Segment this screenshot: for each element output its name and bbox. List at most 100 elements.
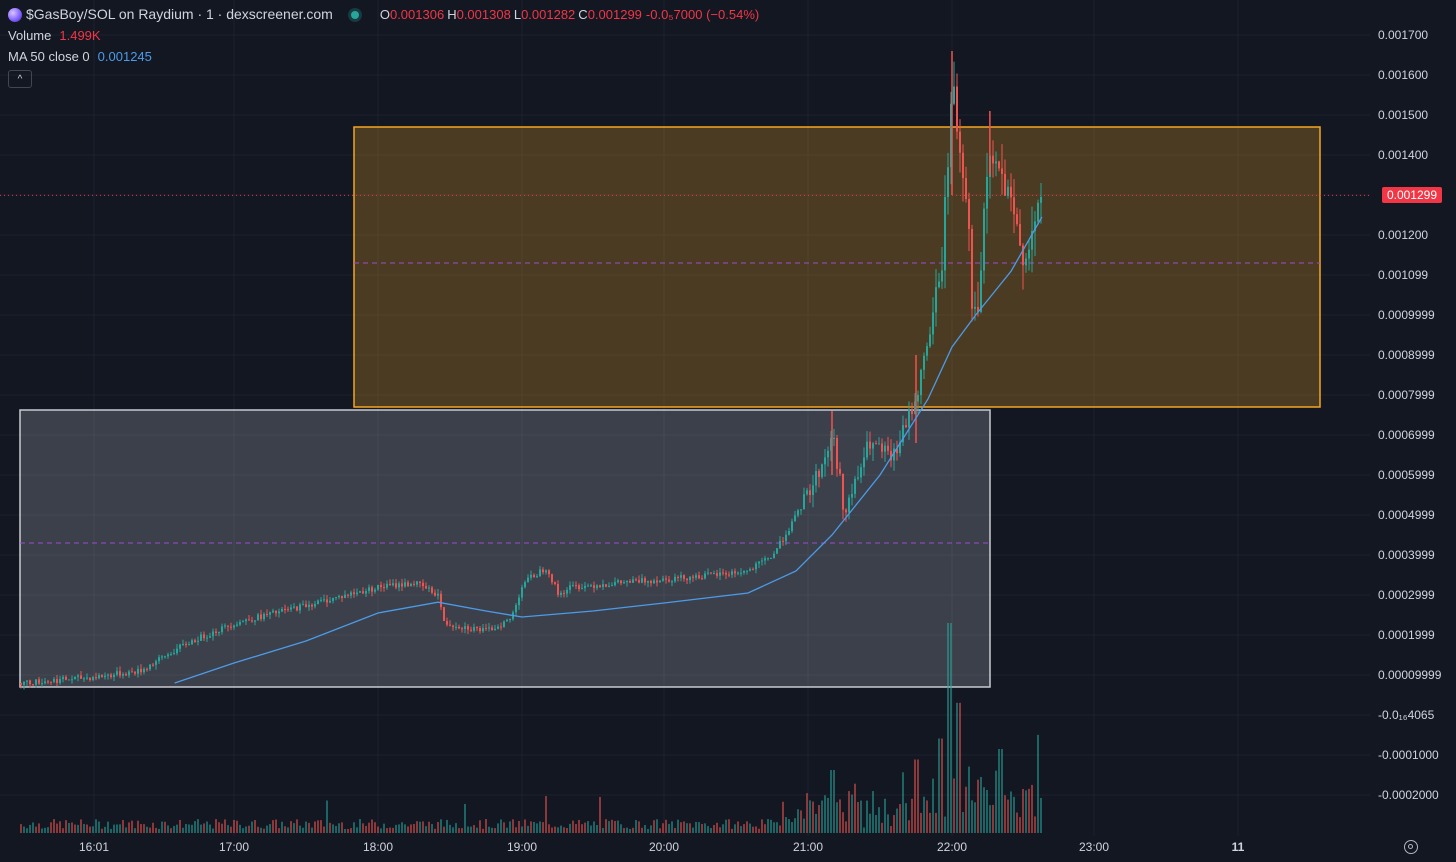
candle-body <box>257 614 259 621</box>
settings-icon[interactable] <box>1404 840 1418 854</box>
candle-body <box>593 585 595 588</box>
candle-body <box>1034 221 1036 232</box>
volume-bar <box>863 827 865 833</box>
volume-bar <box>734 824 736 833</box>
candle-body <box>797 510 799 516</box>
volume-bar <box>266 825 268 833</box>
volume-bar <box>344 828 346 833</box>
volume-bar <box>719 827 721 833</box>
volume-bar <box>872 791 874 833</box>
candle-body <box>473 627 475 631</box>
candle-body <box>341 595 343 599</box>
candle-body <box>494 628 496 631</box>
volume-bar <box>716 822 718 833</box>
ohlc-close-label: C <box>578 7 588 22</box>
candle-body <box>857 477 859 479</box>
volume-bar <box>506 827 508 833</box>
volume-bar <box>479 820 481 833</box>
volume-bar <box>755 826 757 833</box>
candle-body <box>635 579 637 581</box>
volume-bar <box>413 824 415 833</box>
candle-body <box>71 679 73 681</box>
candle-body <box>389 583 391 586</box>
volume-bar <box>1025 790 1027 833</box>
candle-body <box>134 671 136 674</box>
volume-label: Volume <box>8 28 52 43</box>
candle-body <box>272 610 274 613</box>
volume-bar <box>296 819 298 833</box>
volume-bar <box>50 822 52 833</box>
volume-bar <box>848 791 850 833</box>
candle-body <box>368 587 370 592</box>
volume-bar <box>731 828 733 833</box>
candle-body <box>1013 197 1015 215</box>
candle-body <box>362 591 364 594</box>
candle-body <box>578 585 580 590</box>
volume-bar <box>419 821 421 833</box>
candle-body <box>350 592 352 596</box>
volume-bar <box>128 822 130 833</box>
y-tick-label: 0.001400 <box>1378 148 1428 162</box>
candle-body <box>182 643 184 645</box>
volume-bar <box>629 828 631 833</box>
volume-bar <box>425 826 427 833</box>
volume-bar <box>986 789 988 833</box>
market-status-icon <box>350 10 359 19</box>
candle-body <box>293 606 295 608</box>
volume-bar <box>839 799 841 833</box>
volume-bar <box>803 818 805 833</box>
ma-legend[interactable]: MA 50 close 0 0.001245 <box>8 46 759 67</box>
candle-body <box>95 677 97 679</box>
candle-body <box>119 671 121 676</box>
candle-body <box>734 571 736 574</box>
volume-bar <box>35 826 37 833</box>
candle-body <box>806 490 808 495</box>
candle-body <box>269 612 271 615</box>
volume-bar <box>26 828 28 833</box>
volume-bar <box>392 827 394 833</box>
volume-bar <box>467 826 469 833</box>
volume-bar <box>119 824 121 833</box>
volume-bar <box>914 759 916 833</box>
candle-body <box>719 572 721 576</box>
collapse-legend-button[interactable]: ^ <box>8 70 32 88</box>
volume-bar <box>887 814 889 833</box>
volume-legend[interactable]: Volume 1.499K <box>8 25 759 46</box>
volume-bar <box>794 818 796 833</box>
candle-body <box>875 443 877 445</box>
candle-body <box>1028 249 1030 259</box>
volume-bar <box>671 821 673 833</box>
candle-body <box>716 573 718 576</box>
candle-body <box>326 599 328 603</box>
candle-body <box>602 584 604 587</box>
candle-body <box>953 86 955 104</box>
volume-bar <box>542 822 544 833</box>
volume-bar <box>788 819 790 833</box>
volume-bar <box>293 823 295 833</box>
candle-body <box>695 575 697 578</box>
candle-body <box>59 679 61 683</box>
volume-bar <box>713 824 715 833</box>
volume-bar <box>620 824 622 833</box>
candle-body <box>62 676 64 680</box>
ohlc-high-value: 0.001308 <box>456 7 511 22</box>
volume-bar <box>1040 797 1042 833</box>
volume-bar <box>20 824 22 833</box>
candle-body <box>251 620 253 622</box>
candle-body <box>446 621 448 625</box>
volume-bar <box>650 825 652 833</box>
volume-bar <box>32 822 34 833</box>
x-tick-label: 18:00 <box>363 840 393 854</box>
x-tick-label: 19:00 <box>507 840 537 854</box>
volume-bar <box>845 821 847 833</box>
volume-bar <box>980 776 982 833</box>
candle-body <box>200 634 202 641</box>
volume-bar <box>743 824 745 833</box>
volume-bar <box>749 823 751 833</box>
candle-body <box>1031 231 1033 250</box>
volume-bar <box>209 824 211 833</box>
candle-body <box>287 609 289 611</box>
candle-body <box>476 627 478 629</box>
volume-bar <box>551 827 553 833</box>
